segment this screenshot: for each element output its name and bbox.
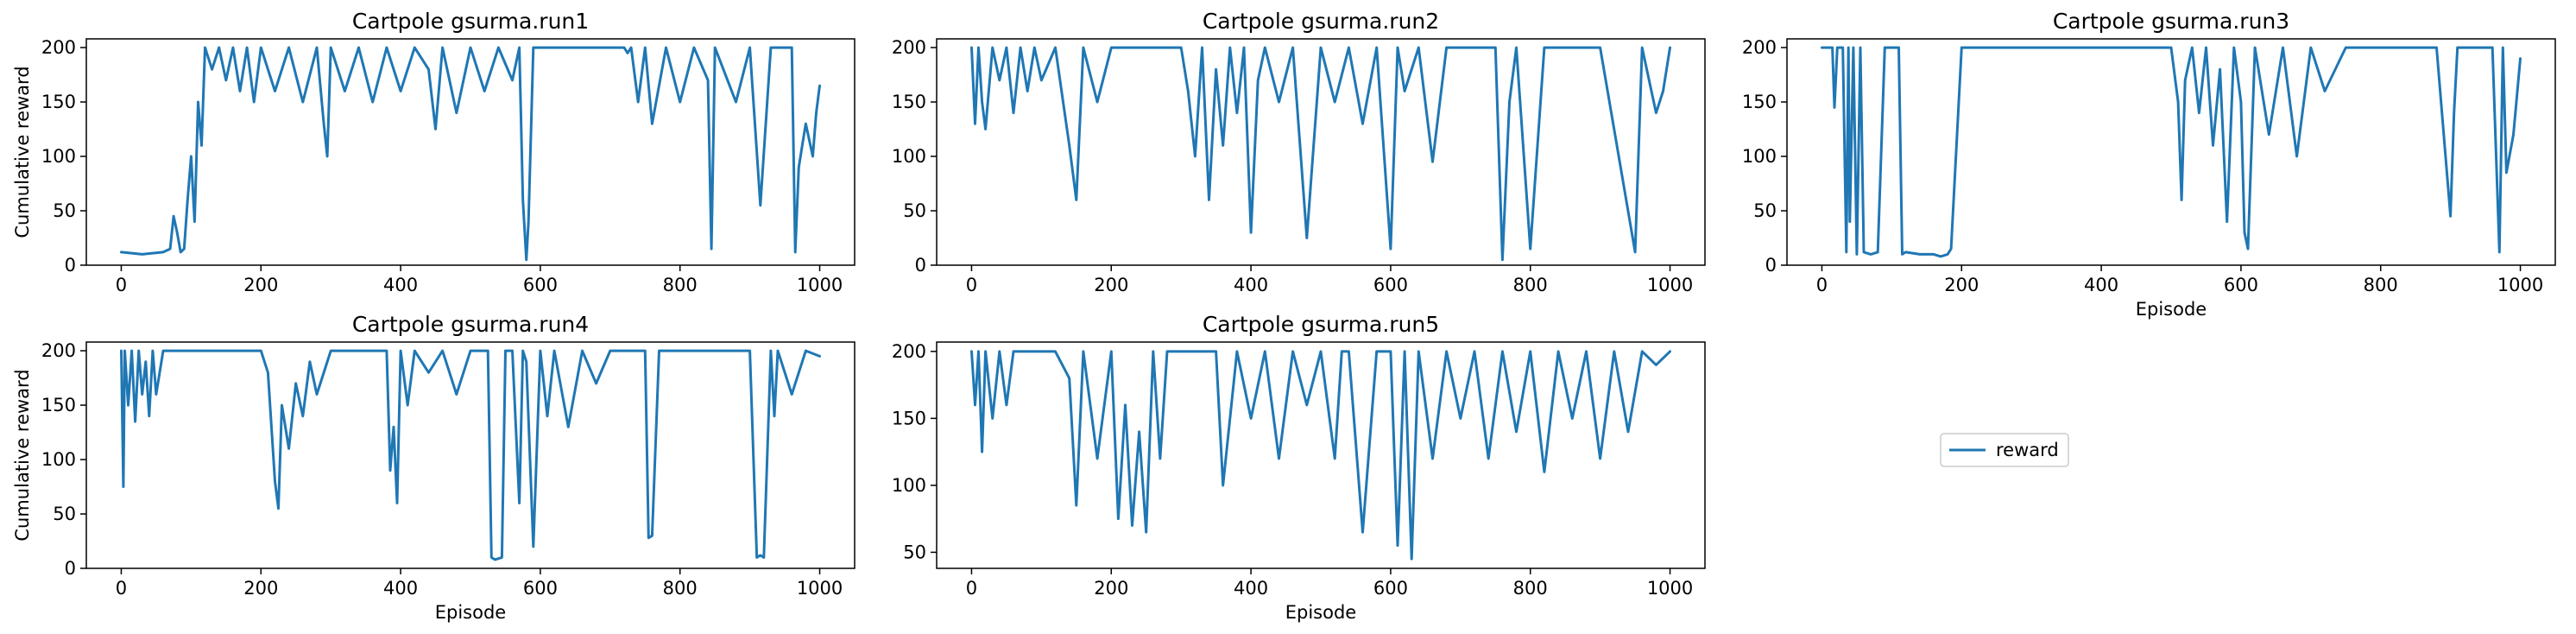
chart5-xtick-label-1: 200 [1094,578,1128,599]
chart4-ytick-label-2: 100 [41,449,76,470]
chart3-xtick-label-4: 800 [2364,275,2398,295]
chart3-xtick-label-1: 200 [1944,275,1979,295]
chart5-ytick-label-3: 200 [892,341,926,362]
chart1-ytick-label-2: 100 [41,146,76,167]
chart5-xtick-label-2: 400 [1234,578,1268,599]
legend: reward [1940,433,2069,467]
chart1-xtick-label-1: 200 [243,275,278,295]
chart2-xtick-label-2: 400 [1234,275,1268,295]
chart1-ytick-label-3: 150 [41,92,76,112]
chart5-xtick-label-4: 800 [1513,578,1548,599]
chart2-xtick-label-1: 200 [1094,275,1128,295]
chart2-xtick-label-0: 0 [966,275,977,295]
chart5-xlabel: Episode [1285,602,1356,623]
chart4-title: Cartpole gsurma.run4 [352,312,589,337]
chart4-xtick-label-4: 800 [663,578,698,599]
chart3-xlabel: Episode [2136,299,2207,320]
chart4-ytick-label-3: 150 [41,395,76,415]
chart4-ytick-label-1: 50 [53,504,76,524]
chart3-xtick-label-5: 1000 [2497,275,2543,295]
chart2-panel: 0 200 400 600 800 1000 0 50 100 150 200 Cartpole gs… [892,9,1706,295]
chart3-xtick-label-2: 400 [2084,275,2118,295]
chart2-series-reward [970,46,1671,262]
chart2-title: Cartpole gsurma.run2 [1203,9,1439,34]
chart3-axes-frame [1786,38,2556,266]
chart4-xtick-label-0: 0 [116,578,127,599]
chart5-ytick-label-1: 100 [892,475,926,496]
chart4-ylabel: Cumulative reward [12,369,33,541]
chart5-ytick-label-2: 150 [892,408,926,428]
chart4-xtick-label-3: 600 [523,578,558,599]
chart1-xtick-label-2: 400 [383,275,418,295]
chart1-ylabel: Cumulative reward [12,66,33,238]
chart2-xtick-label-4: 800 [1513,275,1548,295]
chart4-xtick-label-2: 400 [383,578,418,599]
chart4-ytick-label-0: 0 [65,558,76,579]
chart1-title: Cartpole gsurma.run1 [352,9,589,34]
chart2-ytick-label-4: 200 [892,37,926,58]
chart4-axes-frame [85,341,856,569]
chart5-xtick-label-0: 0 [966,578,977,599]
chart5-title: Cartpole gsurma.run5 [1203,312,1439,337]
chart2-ytick-label-0: 0 [915,255,926,276]
chart4-series-reward [120,349,821,561]
chart3-ytick-label-4: 200 [1742,37,1777,58]
chart1-xtick-label-0: 0 [116,275,127,295]
chart3-title: Cartpole gsurma.run3 [2053,9,2289,34]
chart4-xtick-label-5: 1000 [797,578,843,599]
chart2-ytick-label-1: 50 [903,200,926,221]
chart3-ytick-label-0: 0 [1765,255,1777,276]
chart5-panel: 0 200 400 600 800 1000 50 100 150 200 Cartpole gsu… [892,312,1706,623]
chart3-ytick-label-2: 100 [1742,146,1777,167]
chart1-ytick-label-1: 50 [53,200,76,221]
chart4-xlabel: Episode [435,602,506,623]
chart1-axes-frame [85,38,856,266]
chart2-ytick-label-3: 150 [892,92,926,112]
chart4-panel: 0 200 400 600 800 1000 0 50 100 150 200 Cartpole gs… [12,312,856,623]
chart2-xtick-label-5: 1000 [1647,275,1693,295]
chart1-xtick-label-3: 600 [523,275,558,295]
chart3-xtick-label-0: 0 [1816,275,1828,295]
chart3-series-reward [1821,46,2522,258]
chart5-xtick-label-3: 600 [1373,578,1408,599]
chart1-xtick-label-5: 1000 [797,275,843,295]
legend-frame [1940,433,2069,467]
chart3-ytick-label-3: 150 [1742,92,1777,112]
chart1-ytick-label-4: 200 [41,37,76,58]
chart5-xtick-label-5: 1000 [1647,578,1693,599]
chart5-series-reward [970,350,1671,561]
chart3-xtick-label-3: 600 [2224,275,2258,295]
chart1-series-reward [120,46,821,262]
chart2-ytick-label-2: 100 [892,146,926,167]
chart1-ytick-label-0: 0 [65,255,76,276]
chart4-xtick-label-1: 200 [243,578,278,599]
chart1-panel: 0 200 400 600 800 1000 0 50 100 150 200 Cartpole gs… [12,9,856,295]
chart2-xtick-label-3: 600 [1373,275,1408,295]
chart4-ytick-label-4: 200 [41,340,76,361]
chart3-ytick-label-1: 50 [1753,200,1777,221]
chart1-xtick-label-4: 800 [663,275,698,295]
legend-label-reward: reward [1996,440,2059,460]
chart2-axes-frame [936,38,1706,266]
chart5-ytick-label-0: 50 [903,542,926,562]
chart5-axes-frame [936,341,1706,569]
chart3-panel: 0 200 400 600 800 1000 0 50 100 150 200 Cartpole gs… [1742,9,2556,320]
